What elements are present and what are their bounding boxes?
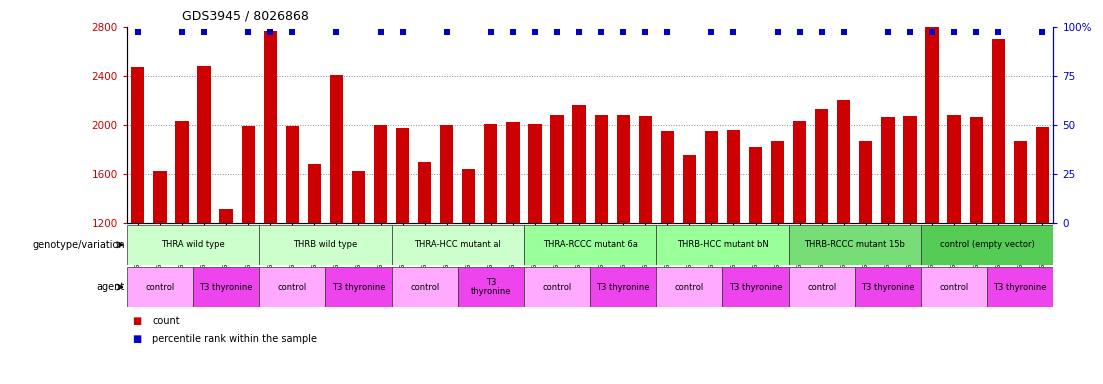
Bar xyxy=(308,164,321,223)
Text: control: control xyxy=(675,283,704,291)
Bar xyxy=(392,225,524,265)
Bar xyxy=(789,267,855,307)
Text: control: control xyxy=(278,283,307,291)
Bar xyxy=(656,225,789,265)
Bar xyxy=(458,267,524,307)
Text: control: control xyxy=(807,283,836,291)
Bar xyxy=(992,39,1005,223)
Bar xyxy=(352,171,365,223)
Bar xyxy=(392,267,458,307)
Bar xyxy=(1036,127,1049,223)
Text: control: control xyxy=(410,283,439,291)
Text: percentile rank within the sample: percentile rank within the sample xyxy=(152,334,318,344)
Bar xyxy=(925,15,939,223)
Bar xyxy=(722,267,789,307)
Bar xyxy=(881,118,895,223)
Bar xyxy=(793,121,806,223)
Bar xyxy=(242,126,255,223)
Bar xyxy=(987,267,1053,307)
Text: T3 thyronine: T3 thyronine xyxy=(597,283,650,291)
Bar xyxy=(683,156,696,223)
Bar xyxy=(484,124,497,223)
Text: ■: ■ xyxy=(132,316,141,326)
Bar xyxy=(127,225,259,265)
Bar xyxy=(595,115,608,223)
Bar xyxy=(330,74,343,223)
Text: control (empty vector): control (empty vector) xyxy=(940,240,1035,249)
Bar xyxy=(197,66,211,223)
Bar xyxy=(264,31,277,223)
Bar xyxy=(837,100,850,223)
Bar xyxy=(396,129,409,223)
Bar xyxy=(325,267,392,307)
Bar xyxy=(528,124,542,223)
Text: THRB-RCCC mutant 15b: THRB-RCCC mutant 15b xyxy=(804,240,906,249)
Bar xyxy=(749,147,762,223)
Bar xyxy=(153,171,167,223)
Bar xyxy=(639,116,652,223)
Bar xyxy=(131,67,144,223)
Bar xyxy=(727,130,740,223)
Bar xyxy=(970,118,983,223)
Text: ■: ■ xyxy=(132,334,141,344)
Bar xyxy=(771,141,784,223)
Text: THRB wild type: THRB wild type xyxy=(293,240,357,249)
Text: THRA-HCC mutant al: THRA-HCC mutant al xyxy=(415,240,501,249)
Text: genotype/variation: genotype/variation xyxy=(32,240,125,250)
Bar xyxy=(947,115,961,223)
Bar xyxy=(524,267,590,307)
Text: T3 thyronine: T3 thyronine xyxy=(994,283,1047,291)
Bar xyxy=(418,162,431,223)
Text: count: count xyxy=(152,316,180,326)
Bar xyxy=(656,267,722,307)
Bar xyxy=(617,115,630,223)
Text: THRA wild type: THRA wild type xyxy=(161,240,225,249)
Bar xyxy=(921,267,987,307)
Bar xyxy=(440,125,453,223)
Bar xyxy=(550,115,564,223)
Text: control: control xyxy=(543,283,571,291)
Bar xyxy=(127,267,193,307)
Bar xyxy=(921,225,1053,265)
Bar xyxy=(219,209,233,223)
Text: T3 thyronine: T3 thyronine xyxy=(729,283,782,291)
Bar xyxy=(506,122,520,223)
Bar xyxy=(572,105,586,223)
Text: control: control xyxy=(146,283,174,291)
Bar xyxy=(661,131,674,223)
Bar xyxy=(903,116,917,223)
Bar xyxy=(374,125,387,223)
Bar xyxy=(705,131,718,223)
Bar xyxy=(193,267,259,307)
Bar xyxy=(855,267,921,307)
Bar xyxy=(789,225,921,265)
Text: T3 thyronine: T3 thyronine xyxy=(861,283,914,291)
Bar xyxy=(859,141,872,223)
Bar xyxy=(590,267,656,307)
Text: GDS3945 / 8026868: GDS3945 / 8026868 xyxy=(182,10,309,23)
Text: T3 thyronine: T3 thyronine xyxy=(200,283,253,291)
Text: T3
thyronine: T3 thyronine xyxy=(471,278,511,296)
Text: T3 thyronine: T3 thyronine xyxy=(332,283,385,291)
Bar xyxy=(259,225,392,265)
Text: control: control xyxy=(940,283,968,291)
Bar xyxy=(259,267,325,307)
Bar xyxy=(286,126,299,223)
Bar xyxy=(175,121,189,223)
Bar xyxy=(524,225,656,265)
Text: agent: agent xyxy=(96,282,125,292)
Bar xyxy=(462,169,475,223)
Bar xyxy=(815,109,828,223)
Bar xyxy=(1014,141,1027,223)
Text: THRA-RCCC mutant 6a: THRA-RCCC mutant 6a xyxy=(543,240,638,249)
Text: THRB-HCC mutant bN: THRB-HCC mutant bN xyxy=(676,240,769,249)
